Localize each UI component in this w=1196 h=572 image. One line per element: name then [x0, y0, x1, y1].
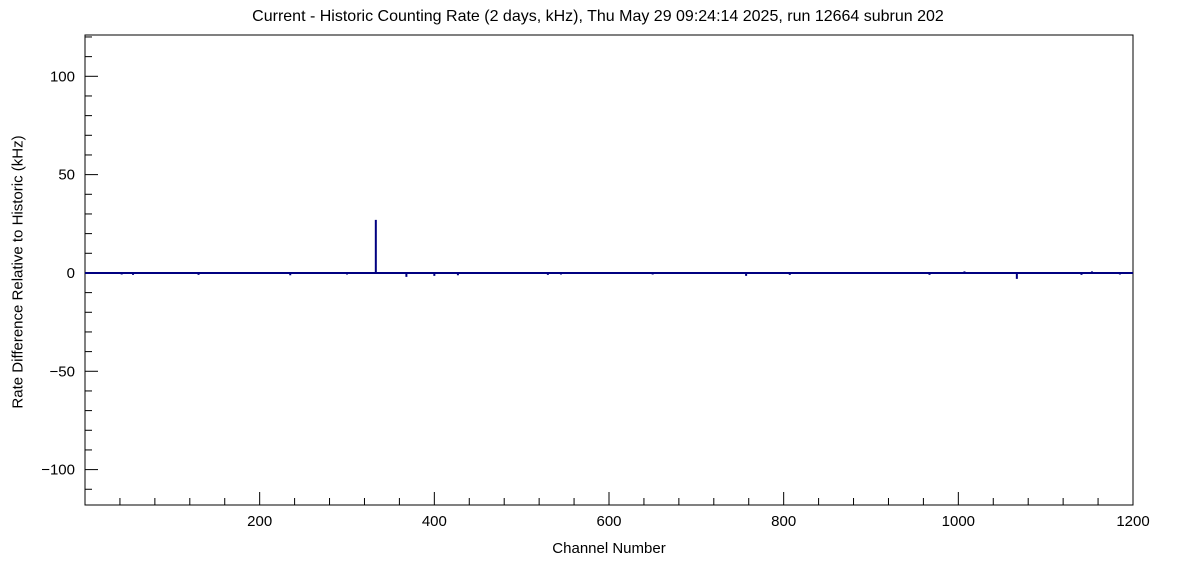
x-tick-label: 1200: [1116, 513, 1149, 530]
y-tick-label: 100: [50, 68, 75, 85]
x-tick-label: 400: [422, 513, 447, 530]
chart-title: Current - Historic Counting Rate (2 days…: [252, 8, 944, 25]
data-series-line: [85, 219, 1133, 279]
x-axis-label: Channel Number: [552, 540, 666, 557]
x-tick-label: 1000: [942, 513, 975, 530]
plot-frame: [84, 34, 1134, 506]
y-tick-label: 0: [67, 265, 75, 282]
y-tick-label: −50: [50, 363, 75, 380]
x-tick-label: 800: [771, 513, 796, 530]
x-tick-label: 200: [247, 513, 272, 530]
y-tick-label: −100: [41, 462, 75, 479]
y-tick-label: 50: [58, 167, 75, 184]
x-tick-label: 600: [596, 513, 621, 530]
